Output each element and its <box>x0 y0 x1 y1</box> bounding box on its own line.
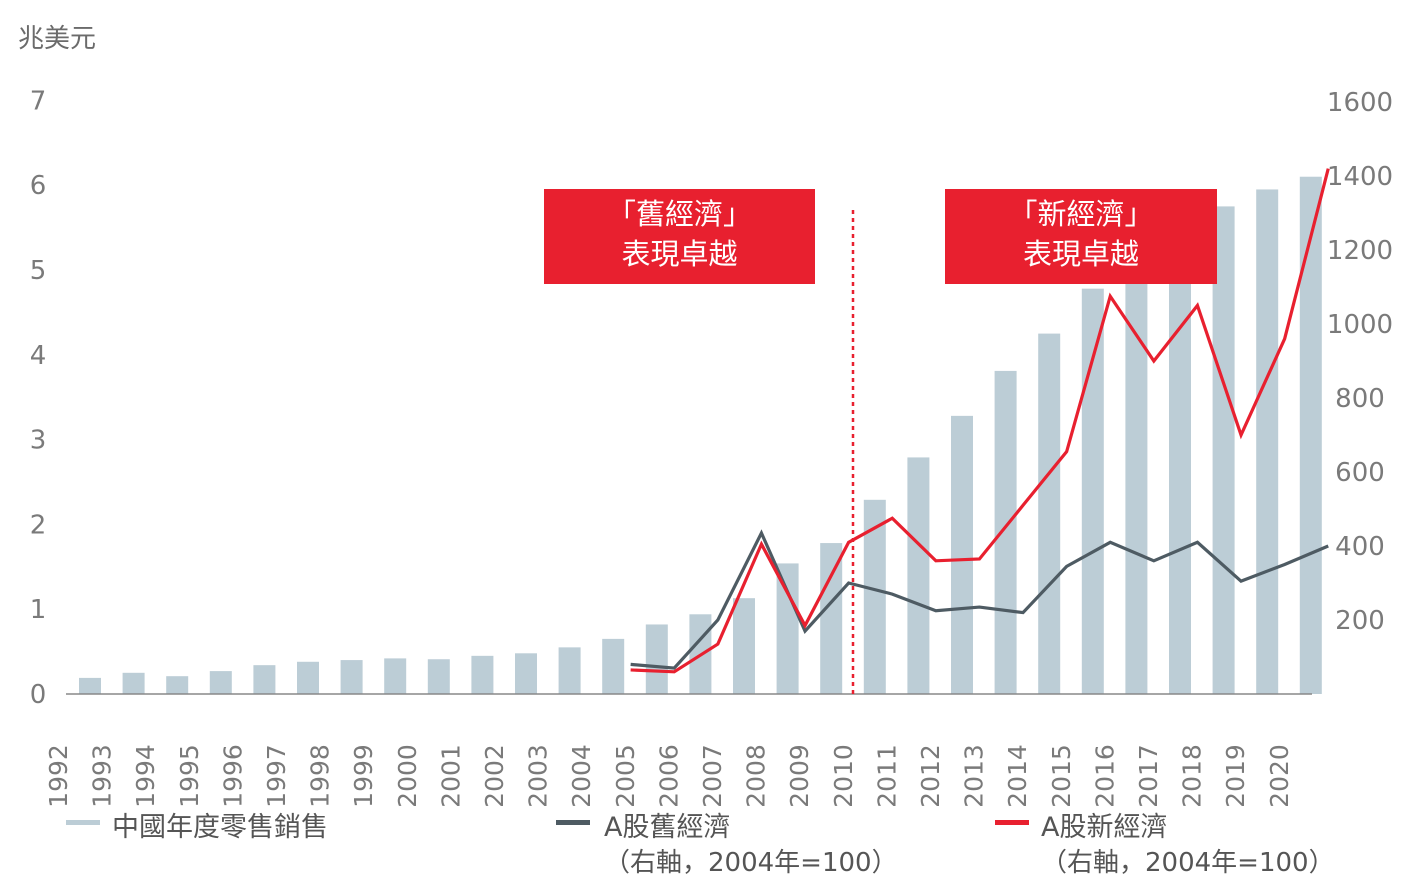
legend-new-economy-sub: （右軸，2004年=100） <box>1041 848 1335 878</box>
legend-old-economy-sub: （右軸，2004年=100） <box>604 848 898 878</box>
x-tick-label: 1995 <box>175 744 204 808</box>
retail-sales-bar <box>863 499 886 694</box>
x-tick-label: 1998 <box>306 744 335 808</box>
retail-sales-bar <box>1169 227 1191 694</box>
x-tick-label: 2004 <box>567 744 596 808</box>
y-left-tick-label: 3 <box>30 426 47 456</box>
y-left-tick-label: 5 <box>30 256 47 286</box>
retail-sales-bar <box>645 624 668 694</box>
x-tick-label: 2011 <box>872 744 901 808</box>
x-tick-label: 2017 <box>1134 744 1163 808</box>
retail-sales-bar <box>1038 333 1061 694</box>
x-tick-label: 2012 <box>916 744 945 808</box>
x-tick-label: 2019 <box>1221 744 1250 808</box>
x-tick-label: 1997 <box>262 744 291 808</box>
y-right-tick-label: 1600 <box>1327 88 1393 118</box>
x-tick-label: 2013 <box>960 744 989 808</box>
retail-sales-bar <box>994 370 1017 694</box>
x-tick-label: 2016 <box>1090 744 1119 808</box>
x-tick-label: 2014 <box>1003 744 1032 808</box>
y-right-tick-label: 1000 <box>1327 310 1393 340</box>
y-left-tick-label: 7 <box>30 86 47 116</box>
x-tick-label: 2005 <box>611 744 640 808</box>
x-tick-label: 1999 <box>349 744 378 808</box>
retail-sales-bar <box>209 671 232 694</box>
retail-sales-bar <box>340 660 363 694</box>
retail-sales-bar <box>1299 176 1322 695</box>
y-right-tick-label: 1400 <box>1327 162 1393 192</box>
old-economy-callout: 「舊經濟」 表現卓越 <box>544 189 815 284</box>
legend-old-economy-label: A股舊經濟 <box>604 812 731 843</box>
old-economy-callout-line1: 「舊經濟」 <box>606 197 752 231</box>
legend-retail-sales-swatch <box>66 820 100 825</box>
legend-new-economy-swatch <box>995 820 1029 825</box>
legend-new-economy-label: A股新經濟 <box>1041 812 1168 843</box>
y-left-tick-label: 0 <box>30 680 47 710</box>
retail-sales-bar <box>1256 189 1279 694</box>
retail-sales-bar <box>820 543 843 694</box>
x-tick-label: 2018 <box>1178 744 1207 808</box>
y-axis-unit-label: 兆美元 <box>18 24 97 54</box>
retail-sales-bar <box>79 677 101 694</box>
retail-sales-bar <box>166 676 189 694</box>
y-right-tick-label: 400 <box>1335 532 1385 562</box>
legend-old-economy-swatch <box>556 820 590 825</box>
y-right-tick-label: 800 <box>1335 384 1385 414</box>
x-tick-label: 1994 <box>131 744 160 808</box>
x-tick-label: 2008 <box>742 744 771 808</box>
retail-sales-bar <box>515 653 537 694</box>
y-left-tick-label: 2 <box>30 510 47 540</box>
x-tick-label: 2007 <box>698 744 727 808</box>
retail-sales-bar <box>733 598 755 694</box>
retail-sales-bar <box>558 647 581 694</box>
retail-sales-bar <box>1125 263 1148 694</box>
new-economy-line <box>630 168 1330 674</box>
y-right-tick-label: 1200 <box>1327 236 1393 266</box>
y-right-tick-label: 200 <box>1335 606 1385 636</box>
x-tick-label: 2015 <box>1047 744 1076 808</box>
new-economy-callout-line2: 表現卓越 <box>1022 237 1139 271</box>
retail-sales-bar <box>471 655 494 694</box>
x-tick-label: 1993 <box>88 744 117 808</box>
new-economy-callout: 「新經濟」 表現卓越 <box>945 189 1217 284</box>
old-economy-callout-line2: 表現卓越 <box>621 237 738 271</box>
retail-sales-bar <box>253 665 276 694</box>
retail-sales-bar <box>1081 288 1104 694</box>
x-tick-label: 2001 <box>436 744 465 808</box>
x-tick-label: 1992 <box>44 744 73 808</box>
retail-sales-bar <box>907 457 930 694</box>
y-left-tick-label: 4 <box>30 341 47 371</box>
x-tick-label: 2000 <box>393 744 422 808</box>
y-left-tick-label: 1 <box>30 595 47 625</box>
y-right-tick-label: 600 <box>1335 458 1385 488</box>
retail-sales-bar <box>427 659 450 694</box>
retail-sales-bar <box>384 658 407 694</box>
x-tick-label: 2006 <box>654 744 683 808</box>
retail-sales-bar <box>776 563 799 694</box>
x-tick-label: 2009 <box>785 744 814 808</box>
x-tick-label: 2010 <box>829 744 858 808</box>
retail-sales-bar <box>951 415 973 694</box>
old-economy-line <box>630 529 1329 670</box>
legend-retail-sales-label: 中國年度零售銷售 <box>112 812 328 843</box>
retail-sales-bar <box>602 638 625 694</box>
new-economy-callout-line1: 「新經濟」 <box>1008 197 1154 231</box>
x-tick-label: 2002 <box>480 744 509 808</box>
retail-sales-bar <box>122 672 145 694</box>
y-left-tick-label: 6 <box>30 171 47 201</box>
retail-sales-bar <box>297 661 319 694</box>
x-tick-label: 2020 <box>1265 744 1294 808</box>
x-tick-label: 1996 <box>218 744 247 808</box>
x-tick-label: 2003 <box>524 744 553 808</box>
